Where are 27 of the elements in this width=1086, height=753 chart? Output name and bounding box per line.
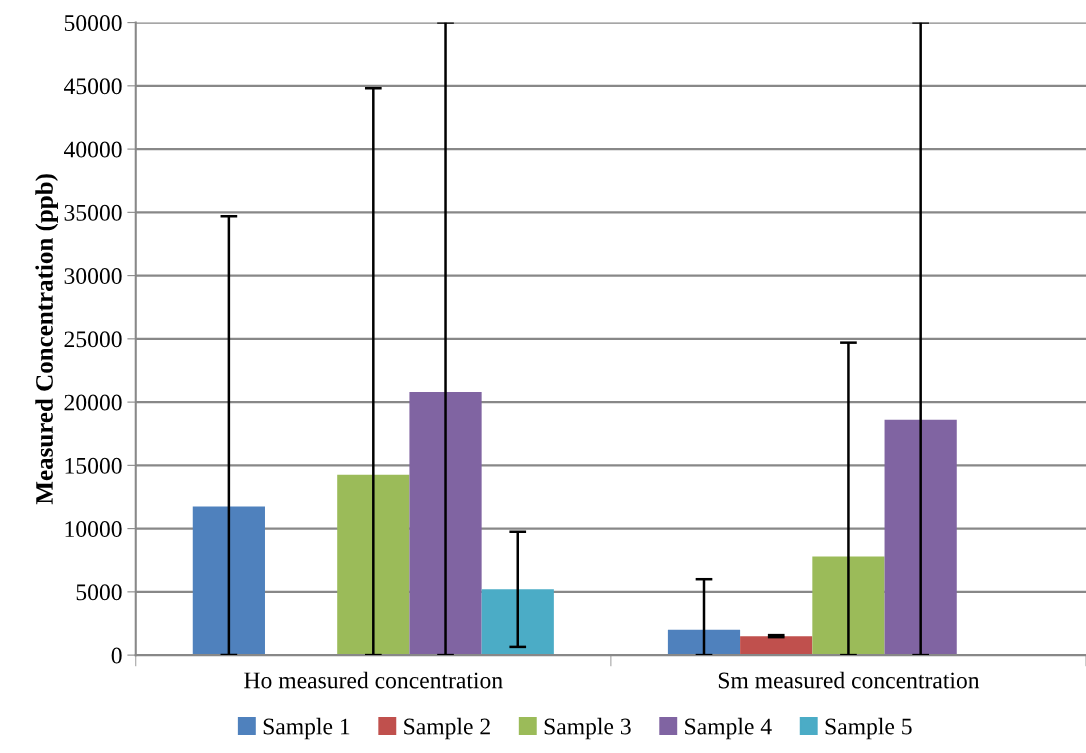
y-tick-label: 25000 <box>64 331 122 348</box>
bar <box>667 629 741 656</box>
legend-label: Sample 4 <box>685 717 772 740</box>
y-axis-title: Measured Concentration (ppb) <box>35 174 58 505</box>
x-tick-label: Sm measured concentration <box>718 671 980 689</box>
x-tick-label: Ho measured concentration <box>244 671 503 689</box>
bar <box>481 589 554 656</box>
bar <box>740 636 813 656</box>
bar <box>337 474 410 656</box>
y-tick-label: 45000 <box>63 78 122 95</box>
y-tick-label: 20000 <box>64 394 122 411</box>
bar <box>192 506 265 656</box>
y-tick-label: 40000 <box>63 141 122 158</box>
y-tick-label: 50000 <box>64 15 122 32</box>
legend-label: Sample 3 <box>544 717 631 740</box>
legend-label: Sample 1 <box>263 717 350 740</box>
legend-label: Sample 2 <box>404 717 490 740</box>
y-tick-label: 10000 <box>65 521 122 538</box>
y-tick-label: 5000 <box>76 584 122 601</box>
legend-label: Sample 5 <box>825 717 912 740</box>
bar <box>884 419 957 656</box>
y-tick-label: 30000 <box>64 268 122 285</box>
bar <box>409 391 482 656</box>
y-tick-label: 35000 <box>64 204 122 221</box>
y-tick-label: 0 <box>111 647 122 664</box>
bar <box>812 556 885 656</box>
y-tick-label: 15000 <box>65 457 122 474</box>
